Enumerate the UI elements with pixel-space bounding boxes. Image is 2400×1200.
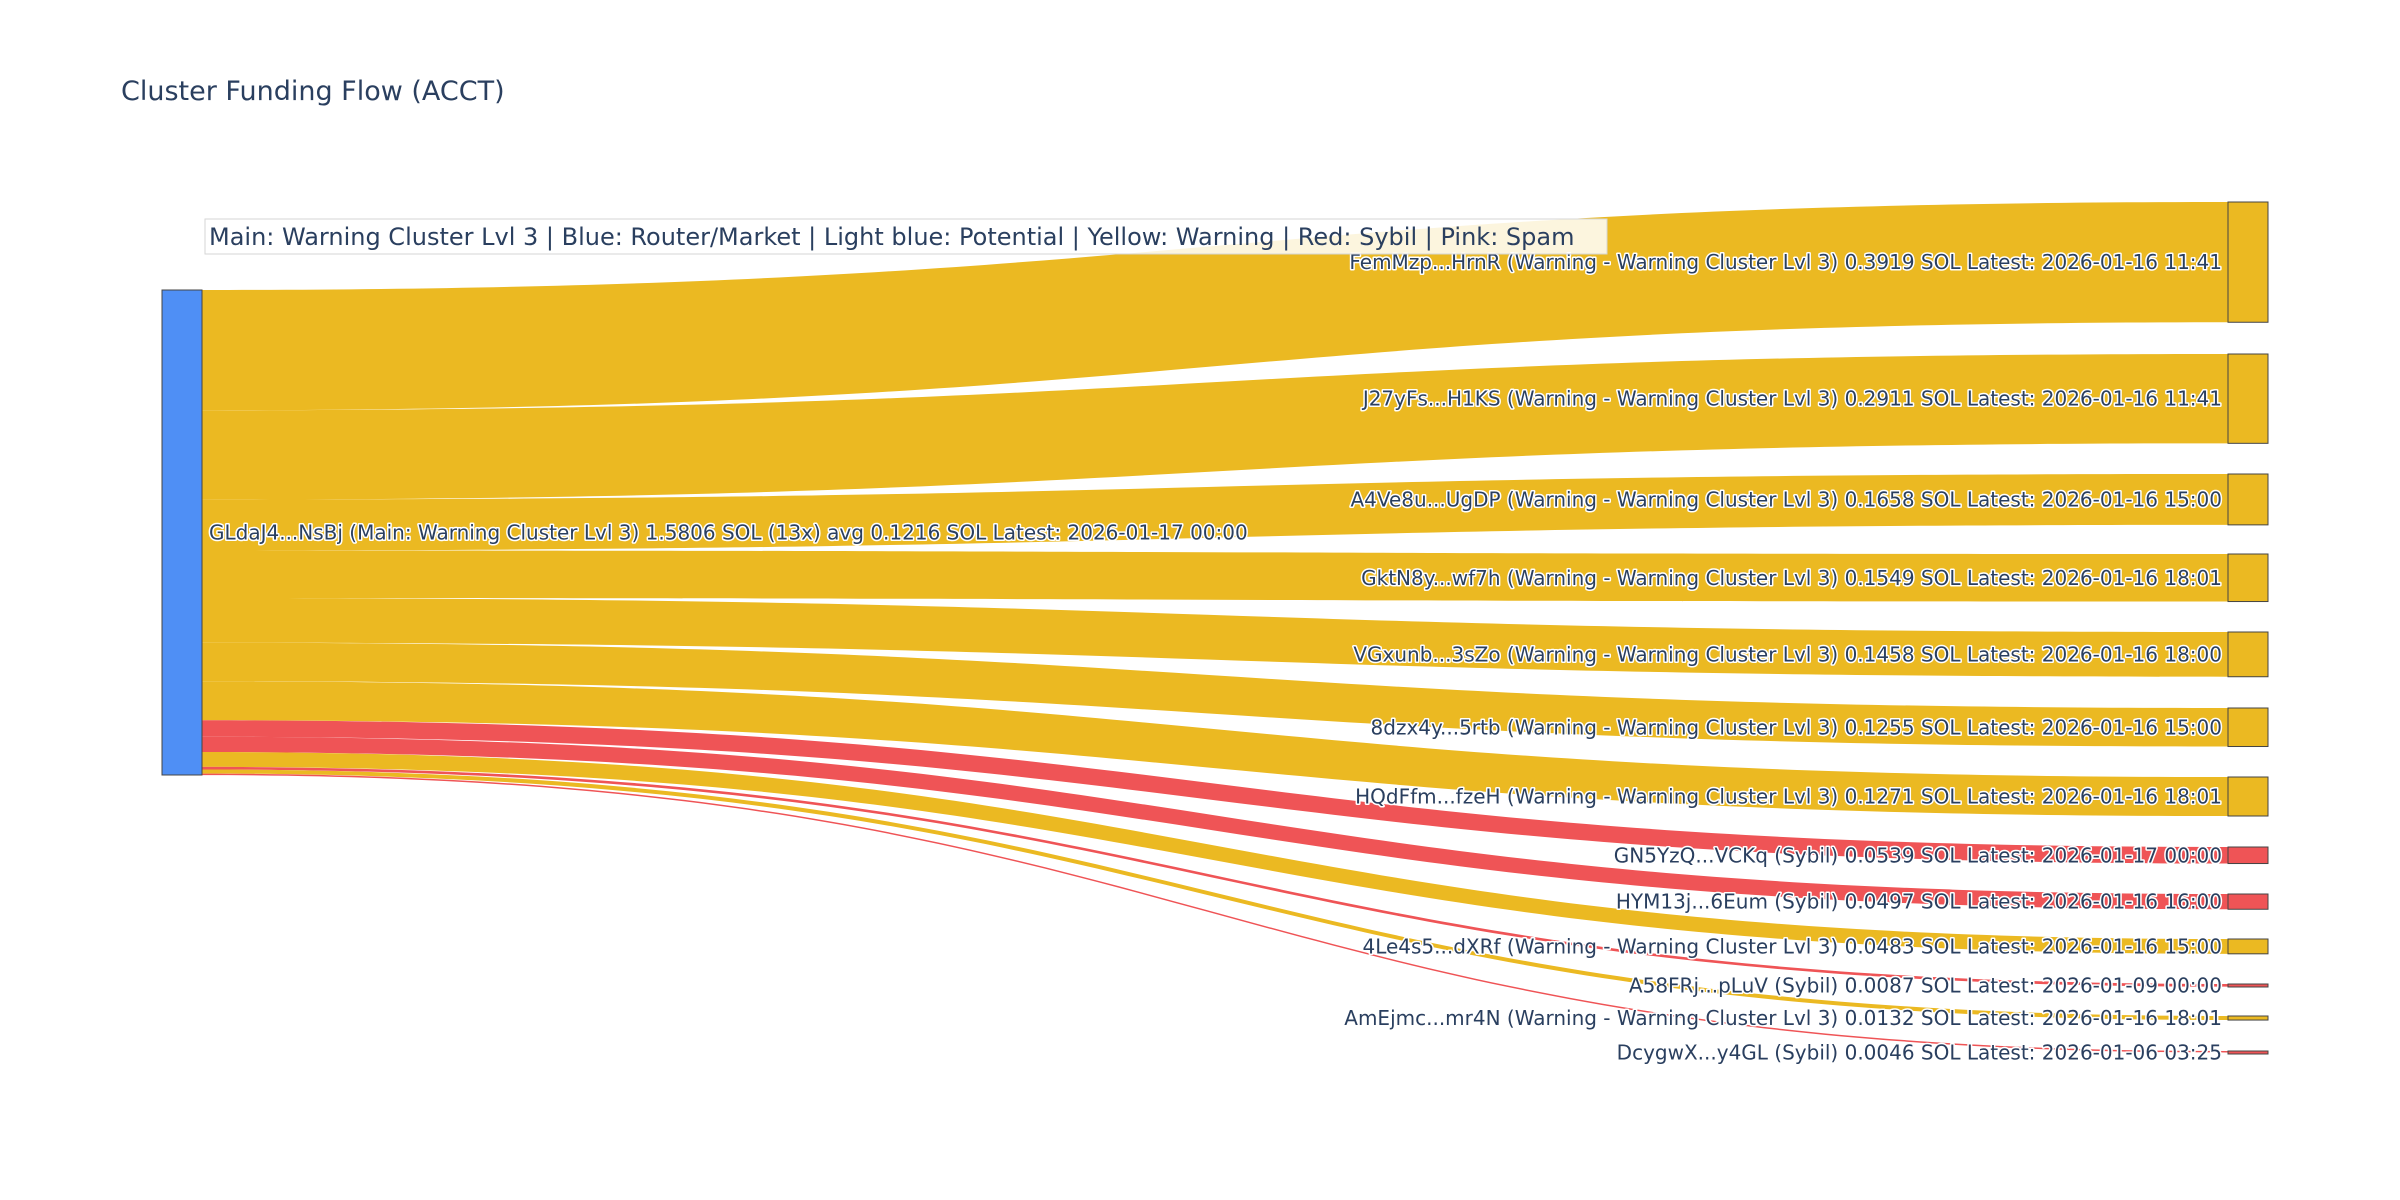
sankey-nodes <box>161 201 2269 1055</box>
flow-link-7 <box>202 681 2228 817</box>
flow-link-10 <box>202 752 2228 954</box>
target-node-label-13: DcygwX...y4GL (Sybil) 0.0046 SOL Latest:… <box>1617 1041 2222 1065</box>
target-node-label-4: GktN8y...wf7h (Warning - Warning Cluster… <box>1361 566 2222 590</box>
target-node-label-6: 8dzx4y...5rtb (Warning - Warning Cluster… <box>1371 715 2222 739</box>
sankey-labels: GLdaJ4...NsBj (Main: Warning Cluster Lvl… <box>208 249 2224 1066</box>
target-node-5 <box>2227 631 2269 678</box>
flow-link-13 <box>202 773 2228 1053</box>
target-node-label-7: HQdFfm...fzeH (Warning - Warning Cluster… <box>1355 785 2222 809</box>
flow-link-2 <box>202 354 2228 500</box>
chart-title: Cluster Funding Flow (ACCT) <box>121 76 505 107</box>
flow-link-11 <box>202 766 2228 987</box>
target-node-8 <box>2227 846 2269 865</box>
flow-link-3 <box>202 474 2228 551</box>
source-node-label: GLdaJ4...NsBj (Main: Warning Cluster Lvl… <box>209 521 1248 545</box>
target-node-12 <box>2227 1015 2269 1021</box>
target-node-label-3: A4Ve8u...UgDP (Warning - Warning Cluster… <box>1350 487 2222 511</box>
flow-link-8 <box>202 720 2228 864</box>
flow-link-9 <box>202 736 2228 910</box>
target-node-label-1: FemMzp...HrnR (Warning - Warning Cluster… <box>1349 250 2222 274</box>
flow-link-4 <box>202 550 2228 602</box>
flow-link-5 <box>202 598 2228 677</box>
flow-link-1 <box>202 202 2228 411</box>
target-node-label-10: 4Le4s5...dXRf (Warning - Warning Cluster… <box>1362 934 2222 958</box>
target-node-1 <box>2227 201 2269 323</box>
target-node-10 <box>2227 938 2269 955</box>
target-node-3 <box>2227 473 2269 526</box>
legend-text: Main: Warning Cluster Lvl 3 | Blue: Rout… <box>209 223 1574 251</box>
target-node-label-2: J27yFs...H1KS (Warning - Warning Cluster… <box>1361 387 2222 411</box>
target-node-label-11: A58FRj...pLuV (Sybil) 0.0087 SOL Latest:… <box>1629 974 2222 998</box>
flow-link-6 <box>202 642 2228 747</box>
target-node-4 <box>2227 553 2269 603</box>
target-node-label-5: VGxunb...3sZo (Warning - Warning Cluster… <box>1353 642 2222 666</box>
target-node-label-8: GN5YzQ...VCKq (Sybil) 0.0539 SOL Latest:… <box>1614 843 2222 867</box>
target-node-13 <box>2227 1050 2269 1055</box>
legend-box <box>204 218 1608 255</box>
flow-link-12 <box>202 769 2228 1021</box>
sankey-links <box>202 202 2228 1053</box>
target-node-label-12: AmEjmc...mr4N (Warning - Warning Cluster… <box>1344 1006 2222 1030</box>
target-node-2 <box>2227 353 2269 444</box>
target-node-9 <box>2227 893 2269 910</box>
target-node-6 <box>2227 707 2269 748</box>
target-node-11 <box>2227 983 2269 988</box>
target-node-label-9: HYM13j...6Eum (Sybil) 0.0497 SOL Latest:… <box>1616 890 2222 914</box>
source-node <box>161 289 203 776</box>
target-node-7 <box>2227 776 2269 817</box>
